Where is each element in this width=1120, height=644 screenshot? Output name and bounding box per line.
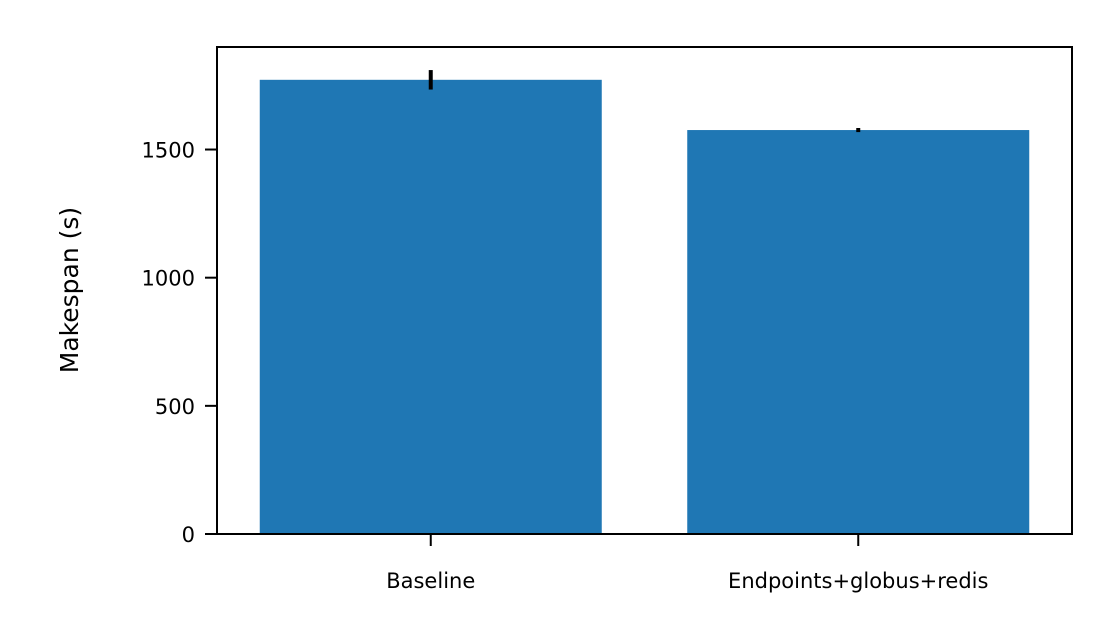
bar-0 [259, 79, 602, 535]
x-tick-label-1: Endpoints+globus+redis [728, 569, 988, 593]
y-tick-label-0: 0 [182, 523, 195, 547]
y-tick-label-2: 1000 [142, 267, 195, 291]
bar-1 [687, 130, 1030, 534]
x-tick-label-0: Baseline [386, 569, 475, 593]
plot-area: Baseline Endpoints+globus+redis 0 500 1000 15… [142, 46, 1073, 593]
plot-frame [216, 46, 1073, 535]
y-tick-label-3: 1500 [142, 139, 195, 163]
y-axis-label: Makespan (s) [55, 207, 84, 373]
y-tick-label-1: 500 [155, 395, 195, 419]
